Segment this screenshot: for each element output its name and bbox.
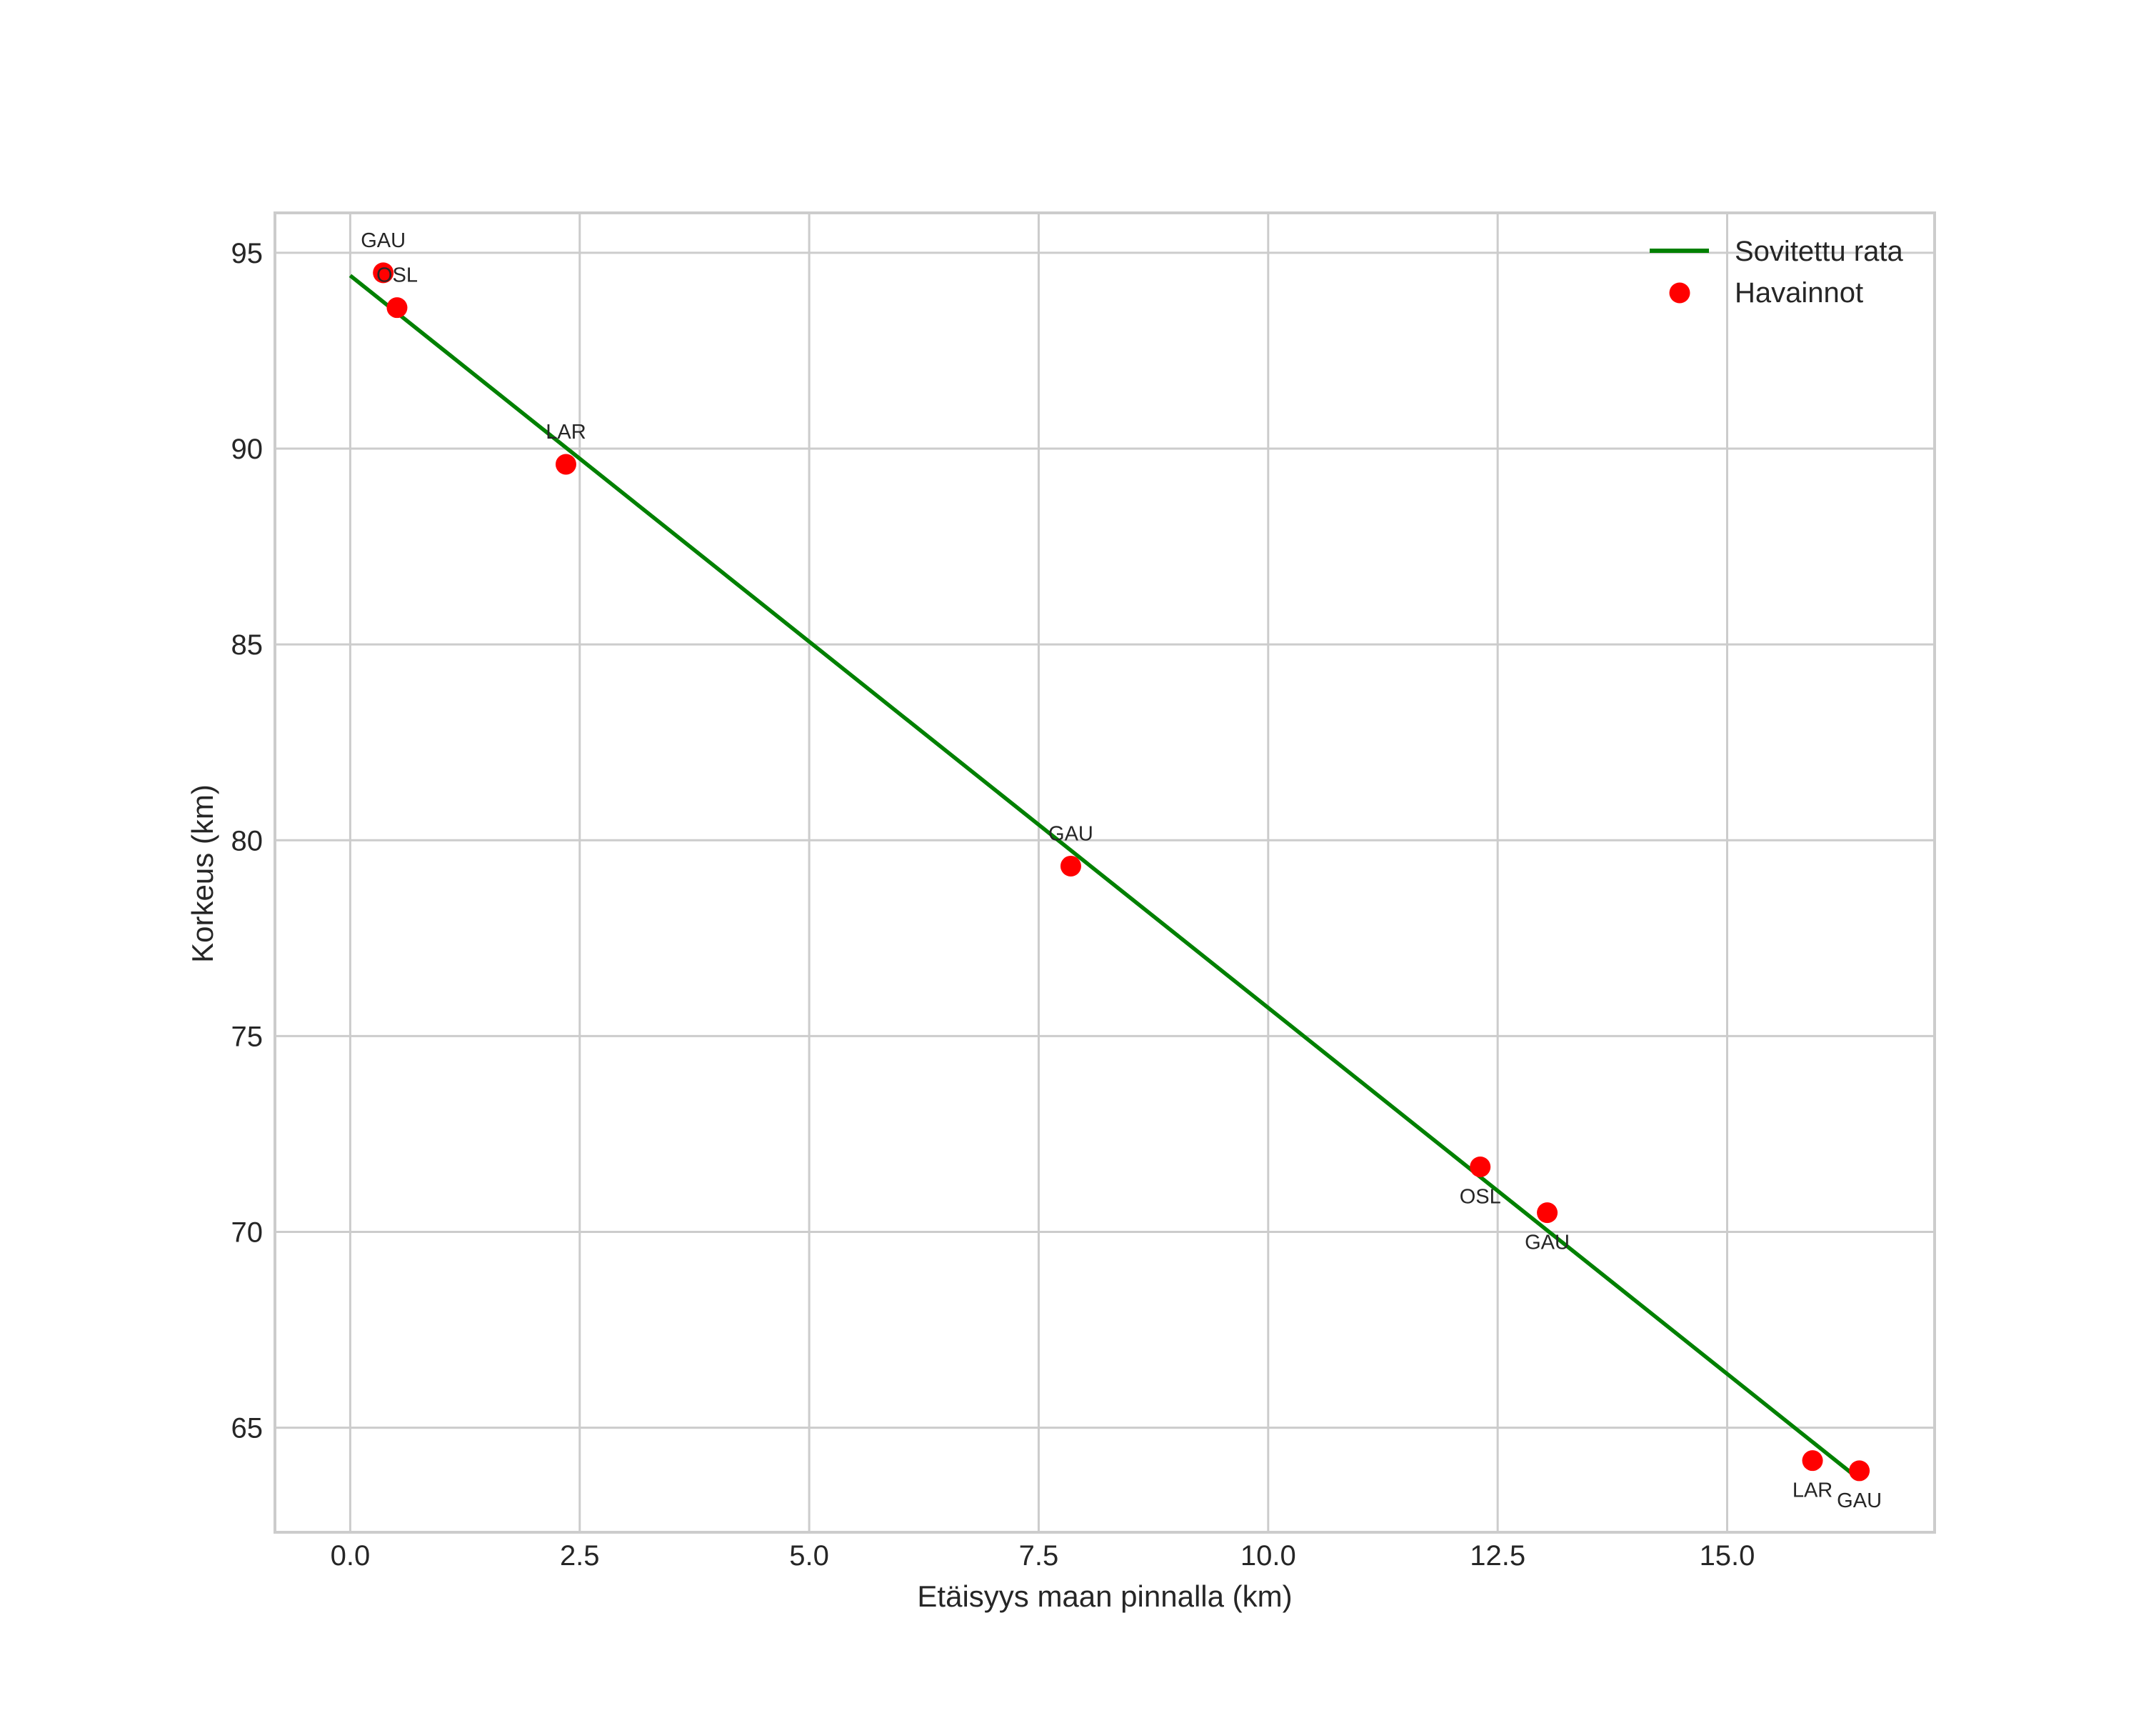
y-gridlines xyxy=(275,251,1935,1429)
y-tick-label: 90 xyxy=(231,434,264,465)
y-axis-label: Korkeus (km) xyxy=(186,784,219,963)
x-tick-label: 7.5 xyxy=(1019,1540,1059,1572)
observation-point xyxy=(1802,1450,1823,1472)
fitted-trajectory-line xyxy=(349,274,1852,1474)
station-label: GAU xyxy=(1525,1232,1570,1254)
y-tick-label: 65 xyxy=(231,1413,264,1444)
station-label: GAU xyxy=(1837,1489,1882,1512)
station-label: OSL xyxy=(376,264,418,287)
station-label: LAR xyxy=(1793,1479,1832,1502)
station-label: GAU xyxy=(1048,822,1093,845)
observation-point xyxy=(386,297,408,319)
observation-point xyxy=(1060,855,1081,877)
x-tick-label: 15.0 xyxy=(1700,1540,1755,1572)
observation-points xyxy=(373,262,1870,1482)
x-axis-tick-labels: 0.0 2.5 5.0 7.5 10.0 12.5 15.0 xyxy=(331,1540,1755,1572)
x-axis-label: Etäisyys maan pinnalla (km) xyxy=(917,1579,1292,1613)
legend-label-fitted: Sovitettu rata xyxy=(1735,236,1903,267)
y-tick-label: 75 xyxy=(231,1021,264,1052)
observation-point xyxy=(1470,1156,1491,1177)
station-label: LAR xyxy=(546,421,586,444)
x-tick-label: 2.5 xyxy=(560,1540,600,1572)
fitted-line xyxy=(349,274,1852,1474)
observation-point xyxy=(373,262,394,284)
y-tick-label: 70 xyxy=(231,1217,264,1249)
x-tick-label: 10.0 xyxy=(1240,1540,1296,1572)
station-label: GAU xyxy=(361,229,406,252)
y-tick-label: 85 xyxy=(231,629,264,661)
x-gridlines xyxy=(349,213,1728,1532)
legend: Sovitettu rata Havainnot xyxy=(1650,236,1903,309)
observation-point xyxy=(1537,1202,1558,1224)
y-axis-tick-labels: 65 70 75 80 85 90 95 xyxy=(231,238,264,1444)
observation-point xyxy=(555,454,576,475)
observation-point xyxy=(1849,1460,1870,1482)
y-tick-label: 95 xyxy=(231,238,264,269)
y-tick-label: 80 xyxy=(231,825,264,856)
x-tick-label: 5.0 xyxy=(789,1540,829,1572)
legend-label-observations: Havainnot xyxy=(1735,277,1863,309)
legend-dot-icon xyxy=(1669,282,1690,304)
axes-frame xyxy=(274,211,1936,1534)
x-tick-label: 12.5 xyxy=(1470,1540,1525,1572)
x-tick-label: 0.0 xyxy=(331,1540,371,1572)
station-label: OSL xyxy=(1460,1185,1501,1208)
axes-background xyxy=(275,213,1935,1532)
